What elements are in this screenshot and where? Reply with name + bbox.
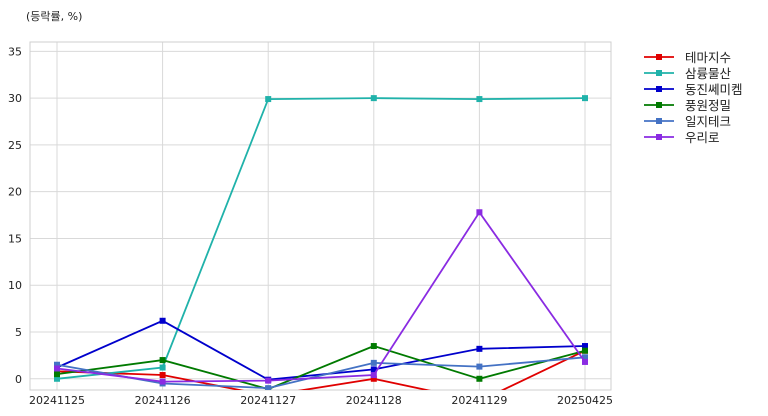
legend-marker — [656, 86, 662, 92]
y-tick-label: 10 — [8, 279, 22, 292]
legend-label: 동진쎄미켐 — [685, 82, 743, 97]
y-tick-label: 5 — [15, 326, 22, 339]
series-line — [54, 354, 588, 390]
data-point — [370, 343, 377, 350]
data-point — [159, 364, 166, 371]
legend-item: 삼륭물산 — [644, 66, 732, 81]
legend-label: 테마지수 — [685, 50, 731, 65]
legend-marker — [656, 54, 662, 60]
legend-marker — [656, 102, 662, 108]
data-point — [265, 96, 272, 103]
data-point — [54, 365, 60, 372]
y-axis: 0 5 10 15 20 25 30 35 — [8, 45, 22, 385]
y-tick-label: 0 — [15, 373, 22, 386]
grid — [30, 42, 611, 390]
data-point — [582, 95, 588, 102]
plot-area — [54, 95, 588, 390]
legend-label: 우리로 — [685, 130, 720, 145]
y-tick-label: 35 — [8, 45, 22, 58]
series-path — [56, 345, 586, 390]
y-tick-label: 25 — [8, 139, 22, 152]
series-path — [56, 356, 586, 390]
data-point — [370, 372, 377, 379]
x-tick-label: 20241128 — [346, 394, 402, 407]
legend-marker — [656, 134, 662, 140]
data-point — [159, 378, 166, 385]
legend-item: 동진쎄미켐 — [644, 82, 743, 97]
x-tick-label: 20241126 — [135, 394, 191, 407]
data-point — [370, 95, 377, 102]
y-axis-unit-label: (등락률, %) — [26, 10, 82, 23]
legend-label: 삼륭물산 — [685, 66, 732, 81]
x-axis: 20241125 20241126 20241127 20241128 20241129… — [29, 394, 613, 407]
series-path — [56, 349, 586, 390]
data-point — [370, 359, 377, 366]
data-point — [159, 357, 166, 364]
series-line — [54, 209, 588, 385]
data-point — [476, 345, 483, 352]
y-tick-label: 20 — [8, 186, 22, 199]
data-point — [476, 96, 483, 103]
data-point — [582, 358, 588, 365]
y-tick-label: 30 — [8, 92, 22, 105]
x-tick-label: 20241125 — [29, 394, 85, 407]
legend-item: 우리로 — [644, 130, 720, 145]
plot-frame — [29, 41, 612, 391]
x-tick-label: 20250425 — [557, 394, 613, 407]
data-point — [159, 372, 166, 379]
legend-marker — [656, 118, 662, 124]
data-point — [370, 366, 377, 373]
data-point — [54, 375, 60, 382]
data-point — [265, 385, 272, 390]
data-point — [582, 343, 588, 350]
data-point — [476, 363, 483, 370]
data-point — [54, 371, 60, 378]
data-point — [476, 209, 483, 216]
series-line — [54, 95, 588, 382]
data-point — [476, 375, 483, 382]
y-tick-label: 15 — [8, 232, 22, 245]
series-path — [56, 97, 586, 380]
legend-label: 일지테크 — [685, 114, 731, 129]
data-point — [159, 317, 166, 324]
series-line — [54, 343, 588, 390]
series-line — [54, 317, 588, 383]
data-point — [54, 361, 60, 368]
legend-item: 일지테크 — [644, 114, 731, 129]
legend-label: 풍원정밀 — [685, 98, 731, 113]
legend-marker — [656, 70, 662, 76]
x-tick-label: 20241127 — [240, 394, 296, 407]
series-path — [56, 319, 586, 381]
x-tick-label: 20241129 — [451, 394, 507, 407]
data-point — [582, 347, 588, 354]
legend-item: 테마지수 — [644, 50, 731, 65]
data-point — [582, 354, 588, 361]
legend-item: 풍원정밀 — [644, 98, 731, 113]
data-point — [265, 377, 272, 384]
series-path — [56, 210, 586, 383]
data-point — [370, 375, 377, 382]
